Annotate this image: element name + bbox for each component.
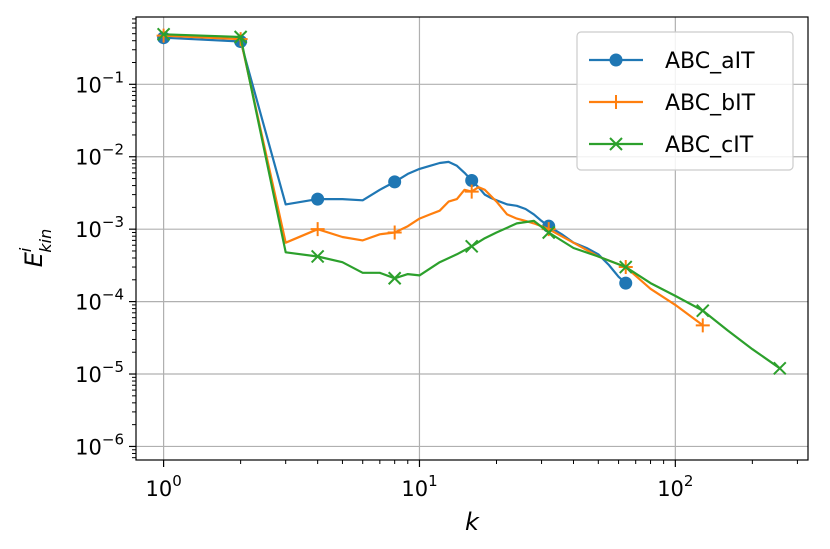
legend-marker-abc-cit bbox=[609, 137, 623, 151]
x-tick-label: 101 bbox=[401, 472, 437, 501]
legend-item-abc-ait: ABC_aIT bbox=[589, 49, 755, 74]
series-abc-bit bbox=[156, 28, 710, 333]
series-layer bbox=[156, 27, 787, 375]
data-point-abc-cit bbox=[387, 271, 402, 285]
legend-marker-abc-bit bbox=[609, 95, 623, 109]
svg-text:Eikin: Eikin bbox=[16, 229, 55, 267]
data-point-abc-cit bbox=[542, 225, 556, 240]
series-abc-ait bbox=[157, 31, 633, 290]
data-point-abc-ait bbox=[465, 173, 479, 187]
legend-item-abc-cit: ABC_cIT bbox=[589, 133, 754, 158]
legend-box bbox=[576, 31, 794, 171]
y-label-sup: i bbox=[16, 247, 35, 252]
data-point-abc-cit bbox=[619, 260, 633, 274]
legend-marker-abc-ait bbox=[609, 53, 623, 67]
legend-label-abc-bit: ABC_bIT bbox=[665, 91, 756, 116]
plot-frame bbox=[135, 16, 809, 461]
x-axis-label: k bbox=[465, 508, 480, 536]
y-tick-label: 10−4 bbox=[75, 286, 124, 315]
x-tick-label: 102 bbox=[657, 472, 693, 501]
data-point-abc-cit bbox=[464, 239, 479, 254]
series-abc-cit bbox=[156, 27, 787, 375]
legend: ABC_aIT ABC_bIT ABC_cIT bbox=[576, 31, 794, 171]
y-label-base: E bbox=[20, 251, 48, 267]
series-line-abc-cit bbox=[163, 33, 781, 370]
y-tick-label: 10−3 bbox=[75, 213, 124, 242]
legend-label-abc-cit: ABC_cIT bbox=[665, 133, 754, 158]
data-point-abc-ait bbox=[619, 276, 633, 290]
y-label-sub: kin bbox=[36, 229, 55, 253]
legend-item-abc-bit: ABC_bIT bbox=[589, 91, 756, 116]
data-point-abc-cit bbox=[696, 303, 710, 318]
series-line-abc-ait bbox=[163, 36, 627, 284]
data-point-abc-ait bbox=[311, 192, 325, 206]
x-tick-label: 100 bbox=[145, 472, 181, 501]
axis-ticks: 100 101 102 10−6 10−5 10−4 10−3 10−2 10−1 bbox=[75, 18, 798, 501]
data-point-abc-bit bbox=[387, 225, 402, 240]
y-axis-label: Eikin bbox=[16, 229, 55, 267]
legend-label-abc-ait: ABC_aIT bbox=[665, 49, 755, 74]
data-point-abc-cit bbox=[233, 30, 248, 44]
data-point-abc-cit bbox=[310, 249, 325, 264]
y-tick-label: 10−2 bbox=[75, 141, 124, 170]
data-point-abc-bit bbox=[310, 222, 325, 237]
data-point-abc-ait bbox=[388, 175, 402, 189]
y-tick-label: 10−5 bbox=[75, 358, 124, 387]
y-tick-label: 10−6 bbox=[75, 430, 124, 459]
y-tick-label: 10−1 bbox=[75, 68, 124, 97]
data-point-abc-cit bbox=[156, 27, 171, 42]
data-point-abc-cit bbox=[773, 361, 787, 375]
data-point-abc-bit bbox=[464, 184, 479, 199]
data-point-abc-bit bbox=[695, 318, 710, 333]
